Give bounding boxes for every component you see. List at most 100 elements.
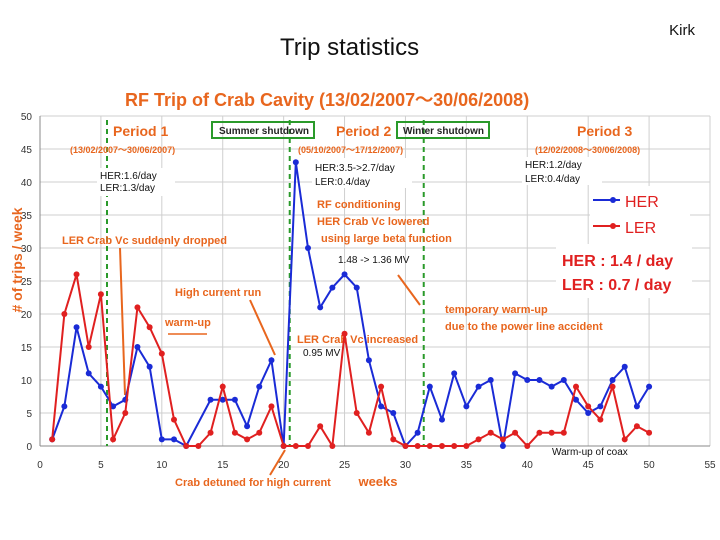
data-point-her [512, 370, 519, 377]
x-tick-label: 40 [522, 460, 534, 471]
data-point-ler [305, 443, 311, 449]
legend [590, 186, 690, 244]
data-point-ler [158, 350, 165, 357]
data-point-her [609, 377, 616, 383]
x-tick-label: 50 [644, 460, 656, 471]
period-3-label: Period 3 [577, 123, 632, 139]
data-point-ler [195, 443, 202, 449]
warmup-note: warm-up [164, 317, 211, 329]
crab-detuned-arrow [269, 449, 286, 476]
her-voltage-note: 1.48 -> 1.36 MV [338, 255, 410, 266]
data-point-ler [256, 429, 263, 436]
data-point-ler [414, 443, 421, 449]
data-point-ler [439, 443, 445, 449]
period-3-rates-bg [522, 157, 602, 185]
y-tick-label: 20 [21, 310, 33, 321]
period-1-label: Period 1 [113, 123, 168, 139]
y-axis-label: # of trips / week [9, 207, 25, 312]
data-point-her [365, 357, 372, 364]
ler-dropped-note: LER Crab Vc suddenly dropped [62, 235, 227, 247]
data-point-her [414, 429, 421, 436]
data-point-ler [292, 443, 299, 449]
data-point-ler [329, 443, 336, 449]
y-tick-label: 45 [21, 145, 33, 156]
series-line-ler [51, 274, 650, 450]
data-point-ler [317, 423, 324, 430]
data-point-her [524, 377, 531, 383]
data-point-ler [548, 429, 555, 436]
ler-increased-note: LER Crab Vc increased [297, 334, 418, 346]
data-point-ler [560, 429, 567, 436]
legend-ler-label: LER [625, 220, 656, 237]
data-point-her [475, 383, 482, 390]
tick-labels: 0 5 10 15 20 25 30 35 40 45 50 0 5 10 15 20 25 30 35 40 45 50… [21, 112, 716, 471]
temporary-warmup-note: temporary warm-up [445, 304, 548, 316]
data-point-her [573, 396, 579, 403]
legend-ler-marker [610, 223, 616, 229]
data-point-her [646, 383, 653, 390]
data-point-her [85, 370, 92, 377]
power-line-note: due to the power line accident [445, 321, 603, 333]
rf-conditioning-note: RF conditioning [317, 199, 401, 211]
y-tick-label: 40 [21, 178, 33, 189]
data-point-ler [402, 443, 409, 449]
data-point-ler [49, 436, 56, 443]
legend-her-label: HER [625, 194, 659, 211]
data-point-her [146, 363, 153, 370]
data-point-her [61, 403, 68, 410]
data-point-her [305, 245, 311, 251]
period-1-ler-rate: LER:1.3/day [100, 183, 155, 194]
y-tick-label: 5 [26, 409, 32, 420]
data-point-her [341, 271, 348, 278]
high-current-arrow [249, 299, 276, 356]
ler-voltage-note: 0.95 MV [303, 348, 341, 359]
data-point-her [231, 396, 238, 403]
data-point-her [548, 383, 555, 390]
data-point-ler [85, 344, 92, 350]
summer-shutdown-label: Summer shutdown [219, 126, 309, 137]
data-point-her [560, 377, 567, 383]
x-tick-label: 10 [156, 460, 168, 471]
data-point-ler [633, 423, 640, 430]
data-point-her [390, 410, 397, 416]
data-point-ler [122, 410, 129, 416]
ler-dropped-arrow [119, 247, 126, 396]
winter-shutdown-box [396, 121, 490, 139]
data-point-ler [280, 443, 287, 449]
high-current-run-note: High current run [175, 287, 261, 299]
y-tick-label: 50 [21, 112, 33, 123]
data-point-ler [512, 429, 519, 436]
data-point-ler [207, 429, 214, 436]
period-3-ler-rate: LER:0.4/day [525, 174, 580, 185]
data-point-her [110, 403, 117, 410]
x-axis-label: weeks [357, 474, 397, 489]
data-point-ler [365, 429, 372, 436]
data-point-ler [134, 304, 141, 311]
x-tick-label: 15 [217, 460, 229, 471]
winter-shutdown-label: Winter shutdown [403, 126, 484, 137]
data-point-ler [183, 443, 190, 449]
period-2-rates-bg [312, 158, 412, 188]
period-2-dates: (05/10/2007～17/12/2007) [298, 145, 403, 155]
data-point-her [353, 284, 360, 291]
data-point-her [256, 383, 263, 390]
data-point-ler [609, 383, 616, 390]
y-tick-label: 30 [21, 244, 33, 255]
period-2-ler-rate: LER:0.4/day [315, 177, 370, 188]
data-point-ler [487, 429, 494, 436]
data-point-ler [244, 436, 251, 443]
data-point-ler [451, 443, 458, 449]
data-point-her [597, 403, 604, 410]
y-tick-label: 10 [21, 376, 33, 387]
x-tick-label: 20 [278, 460, 290, 471]
data-point-ler [378, 383, 385, 390]
y-tick-label: 35 [21, 211, 33, 222]
data-point-ler [219, 383, 226, 390]
data-point-her [463, 403, 470, 410]
data-point-ler [110, 436, 117, 443]
data-point-ler [585, 403, 592, 410]
y-tick-label: 0 [26, 442, 32, 453]
author-label: Kirk [669, 22, 695, 39]
large-beta-note: using large beta function [321, 233, 452, 245]
data-point-her [219, 396, 226, 403]
